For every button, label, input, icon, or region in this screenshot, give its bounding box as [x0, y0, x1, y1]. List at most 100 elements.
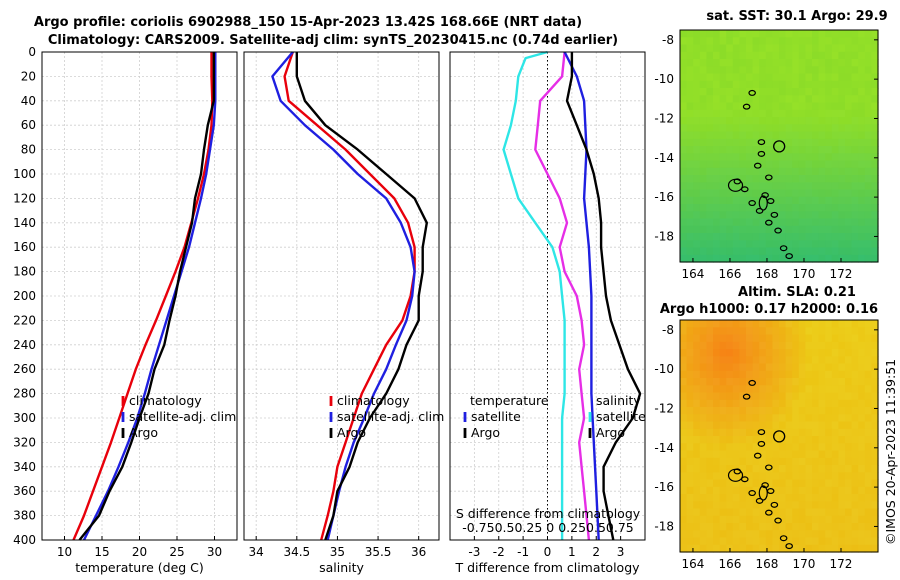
map-cell [726, 479, 734, 488]
map-cell [805, 370, 813, 379]
map-cell [792, 131, 800, 140]
map-cell [699, 450, 707, 459]
map-cell [792, 211, 800, 220]
map-cell [706, 327, 714, 336]
map-cell [726, 66, 734, 75]
map-cell [719, 51, 727, 60]
map-cell [812, 153, 820, 162]
map-cell [713, 407, 721, 415]
map-cell [798, 472, 806, 481]
map-cell [798, 385, 806, 394]
map-cell [739, 334, 747, 343]
map-cell [845, 189, 853, 198]
map-cell [845, 109, 853, 118]
map-cell [818, 349, 826, 357]
map-cell [706, 95, 714, 104]
map-cell [851, 385, 859, 394]
map-cell [726, 233, 734, 241]
map-cell [765, 334, 773, 343]
map-cell [864, 124, 872, 133]
map-cell [864, 225, 872, 234]
map-cell [858, 80, 866, 89]
map-cell [858, 153, 866, 162]
map-cell [759, 494, 767, 502]
map-cell [864, 544, 872, 553]
map-cell [864, 109, 872, 118]
map-cell [693, 138, 701, 147]
map-cell [805, 363, 813, 372]
map-cell [812, 160, 820, 169]
map-cell [699, 436, 707, 444]
map-cell [798, 204, 806, 212]
map-cell [699, 515, 707, 524]
map-cell [699, 370, 707, 379]
map-cell [759, 102, 767, 111]
map-cell [838, 392, 846, 401]
map-cell [798, 233, 806, 241]
map-cell [871, 537, 879, 546]
island-outline [742, 393, 751, 400]
map-cell [864, 240, 872, 249]
island-outline [748, 490, 756, 497]
map-cell [858, 443, 866, 452]
map-cell [765, 44, 773, 53]
map-cell [759, 247, 767, 256]
map-cell [871, 247, 879, 256]
map-cell [713, 189, 721, 198]
map-cell [693, 544, 701, 553]
map-cell [831, 138, 839, 147]
map-cell [732, 523, 740, 531]
map-cell [752, 494, 760, 502]
map-cell [851, 102, 859, 111]
map-cell [818, 334, 826, 343]
map-cell [818, 421, 826, 430]
map-cell [858, 407, 866, 415]
map-cell [746, 211, 754, 220]
map-cell [680, 436, 688, 444]
map-cell [686, 385, 694, 394]
map-cell [759, 218, 767, 227]
map-cell [686, 80, 694, 89]
map-cell [706, 436, 714, 444]
map-cell [845, 363, 853, 372]
map-cell [693, 486, 701, 495]
map-cell [713, 370, 721, 379]
map-cell [680, 204, 688, 212]
map-cell [864, 218, 872, 227]
map-cell [798, 341, 806, 350]
map-cell [693, 479, 701, 488]
map-cell [726, 508, 734, 517]
map-cell [752, 218, 760, 227]
map-cell [746, 320, 754, 328]
map-cell [759, 385, 767, 394]
map-cell [779, 421, 787, 430]
map-cell [699, 80, 707, 89]
map-cell [680, 37, 688, 46]
map-cell [699, 472, 707, 481]
map-cell [726, 370, 734, 379]
map-y-tick-label: -14 [654, 151, 674, 165]
map-cell [851, 443, 859, 452]
map-cell [699, 479, 707, 488]
map-cell [706, 66, 714, 75]
map-cell [838, 414, 846, 423]
map-cell [831, 457, 839, 466]
map-cell [871, 73, 879, 82]
map-cell [746, 240, 754, 249]
map-cell [818, 102, 826, 111]
map-cell [798, 160, 806, 169]
map-cell [805, 211, 813, 220]
map-cell [798, 320, 806, 328]
map-cell [746, 247, 754, 256]
map-cell [825, 109, 833, 118]
map-cell [838, 443, 846, 452]
map-cell [845, 196, 853, 205]
map-cell [825, 494, 833, 502]
map-cell [732, 457, 740, 466]
island-outline [755, 207, 764, 214]
map-cell [752, 153, 760, 162]
map-cell [686, 240, 694, 249]
map-cell [798, 117, 806, 125]
map-cell [706, 138, 714, 147]
map-cell [845, 225, 853, 234]
